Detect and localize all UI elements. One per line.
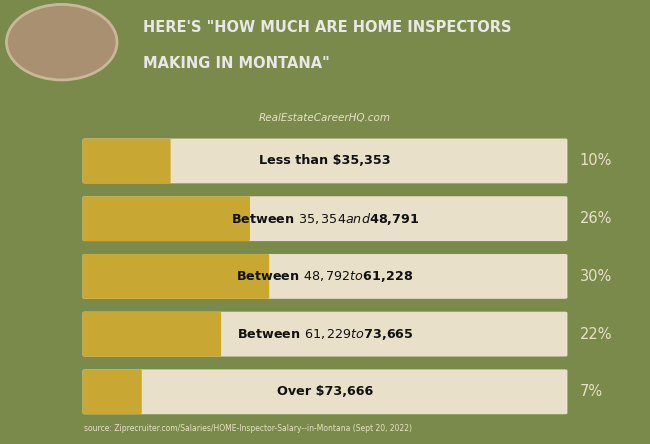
FancyBboxPatch shape	[83, 196, 250, 241]
Text: Between $35,354 and $48,791: Between $35,354 and $48,791	[231, 210, 419, 227]
FancyBboxPatch shape	[83, 196, 567, 241]
FancyBboxPatch shape	[83, 312, 567, 357]
Text: HERE'S "HOW MUCH ARE HOME INSPECTORS: HERE'S "HOW MUCH ARE HOME INSPECTORS	[143, 20, 512, 35]
FancyBboxPatch shape	[83, 254, 567, 299]
Text: Less than $35,353: Less than $35,353	[259, 155, 391, 167]
Text: Between $61,229 to $73,665: Between $61,229 to $73,665	[237, 327, 413, 341]
FancyBboxPatch shape	[83, 312, 221, 357]
Circle shape	[6, 4, 117, 80]
Text: Over $73,666: Over $73,666	[277, 385, 373, 398]
FancyBboxPatch shape	[83, 369, 142, 414]
Text: 22%: 22%	[580, 327, 612, 341]
Text: 7%: 7%	[580, 385, 603, 399]
Text: 10%: 10%	[580, 154, 612, 168]
Text: RealEstateCareerHQ.com: RealEstateCareerHQ.com	[259, 113, 391, 123]
Text: MAKING IN MONTANA": MAKING IN MONTANA"	[143, 56, 330, 71]
FancyBboxPatch shape	[83, 139, 567, 183]
Text: 30%: 30%	[580, 269, 612, 284]
Text: Between $48,792 to $61,228: Between $48,792 to $61,228	[237, 269, 413, 284]
FancyBboxPatch shape	[83, 369, 567, 414]
FancyBboxPatch shape	[83, 139, 170, 183]
Text: source: Ziprecruiter.com/Salaries/HOME-Inspector-Salary--in-Montana (Sept 20, 20: source: Ziprecruiter.com/Salaries/HOME-I…	[84, 424, 413, 433]
Text: 26%: 26%	[580, 211, 612, 226]
FancyBboxPatch shape	[83, 254, 269, 299]
